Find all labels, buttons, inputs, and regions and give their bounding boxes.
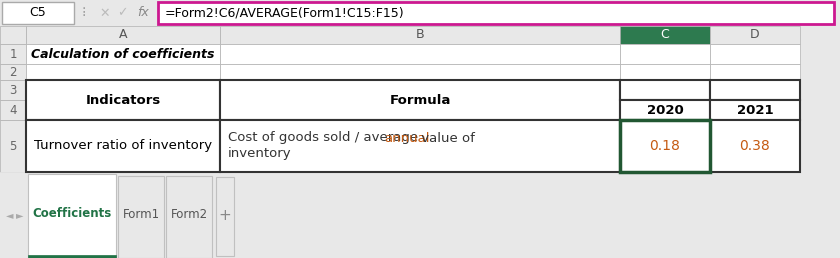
Bar: [220, 44, 620, 64]
Text: 2020: 2020: [647, 103, 684, 117]
Text: Formula: Formula: [389, 93, 451, 107]
Bar: [620, 100, 710, 120]
Bar: [620, 80, 710, 100]
Text: Turnover ratio of inventory: Turnover ratio of inventory: [34, 140, 213, 152]
Text: +: +: [218, 207, 231, 222]
Bar: [0, 100, 26, 120]
Text: B: B: [416, 28, 424, 42]
Bar: [220, 120, 620, 172]
Bar: [220, 64, 620, 80]
Text: ◄: ◄: [6, 210, 13, 220]
Bar: [220, 120, 620, 172]
Bar: [26, 44, 220, 64]
Text: Calculation of coefficients: Calculation of coefficients: [31, 47, 214, 60]
Text: ✕: ✕: [100, 6, 110, 20]
Bar: [620, 26, 710, 44]
Text: D: D: [750, 28, 760, 42]
Text: C: C: [660, 28, 669, 42]
Bar: [26, 64, 220, 80]
Bar: [26, 80, 220, 120]
Bar: [28, 174, 116, 258]
Bar: [220, 80, 620, 120]
Text: Indicators: Indicators: [86, 93, 160, 107]
Bar: [710, 80, 800, 100]
Bar: [220, 80, 620, 100]
Text: inventory: inventory: [228, 148, 291, 160]
Bar: [28, 255, 116, 258]
Text: 1: 1: [9, 47, 17, 60]
Text: ⁝: ⁝: [81, 6, 87, 20]
Text: Cost of goods sold / average: Cost of goods sold / average: [228, 132, 423, 144]
Bar: [166, 176, 212, 258]
Bar: [26, 100, 220, 120]
Text: ✓: ✓: [117, 6, 127, 20]
Text: 0.38: 0.38: [740, 139, 770, 153]
Text: =Form2!C6/AVERAGE(Form1!C15:F15): =Form2!C6/AVERAGE(Form1!C15:F15): [165, 6, 405, 20]
Bar: [2, 2, 74, 24]
Bar: [216, 177, 234, 256]
Bar: [26, 120, 220, 172]
Bar: [26, 26, 220, 44]
Text: 4: 4: [9, 103, 17, 117]
Bar: [0, 80, 26, 100]
Bar: [710, 120, 800, 172]
Bar: [118, 176, 164, 258]
Text: 0.18: 0.18: [649, 139, 680, 153]
Text: annual: annual: [385, 132, 430, 144]
Text: Form2: Form2: [171, 208, 207, 222]
Text: 5: 5: [9, 140, 17, 152]
Bar: [620, 80, 710, 100]
Bar: [710, 26, 800, 44]
Bar: [158, 2, 834, 24]
Bar: [26, 120, 220, 172]
Text: C5: C5: [29, 6, 46, 20]
Bar: [220, 26, 620, 44]
Text: Coefficients: Coefficients: [33, 207, 112, 220]
Text: fx: fx: [137, 6, 149, 20]
Text: ►: ►: [16, 210, 24, 220]
Bar: [620, 120, 710, 172]
Bar: [0, 26, 26, 44]
Bar: [710, 100, 800, 120]
Bar: [0, 120, 26, 172]
Bar: [710, 44, 800, 64]
Bar: [710, 120, 800, 172]
Bar: [220, 100, 620, 120]
Text: value of: value of: [417, 132, 475, 144]
Bar: [620, 100, 710, 120]
Bar: [710, 80, 800, 100]
Bar: [0, 172, 840, 258]
Bar: [0, 44, 26, 64]
Text: Form1: Form1: [123, 208, 160, 222]
Text: A: A: [118, 28, 127, 42]
Text: 2: 2: [9, 66, 17, 78]
Bar: [26, 80, 220, 100]
Bar: [710, 64, 800, 80]
Bar: [620, 44, 710, 64]
Bar: [620, 64, 710, 80]
Bar: [710, 100, 800, 120]
Text: 3: 3: [9, 84, 17, 96]
Bar: [0, 64, 26, 80]
Bar: [620, 120, 710, 172]
Bar: [0, 0, 840, 26]
Text: 2021: 2021: [737, 103, 774, 117]
